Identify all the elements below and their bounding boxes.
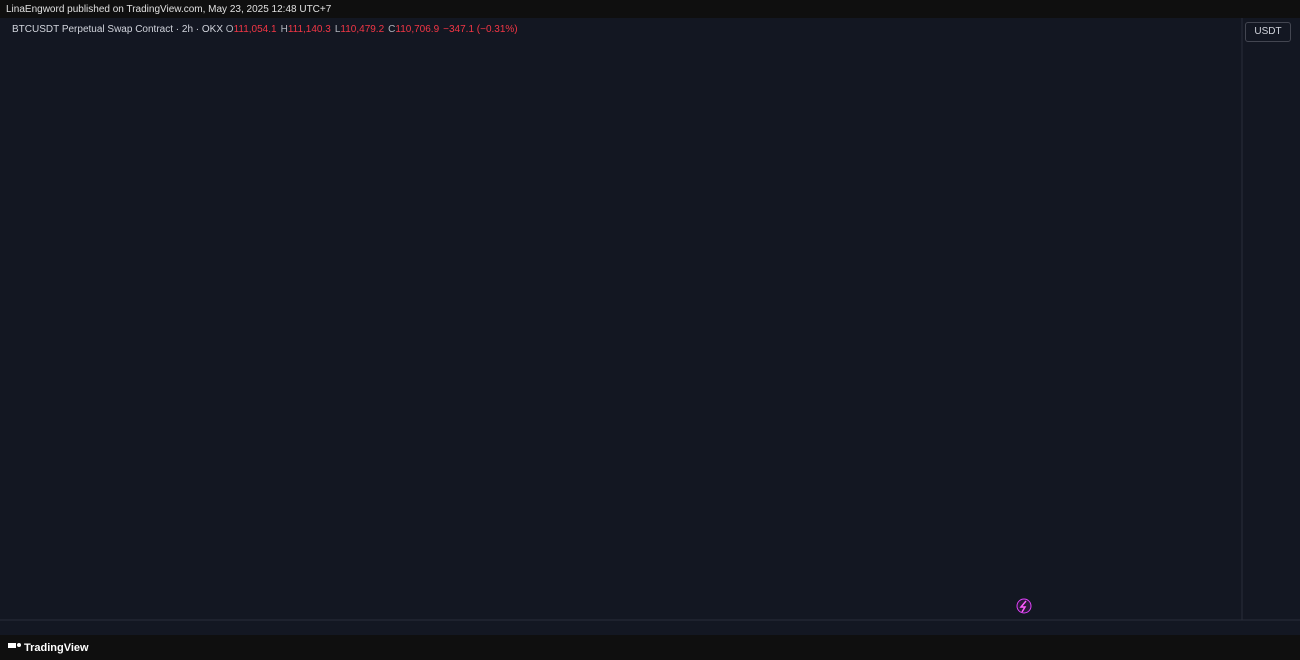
ohlc-value: 111,140.3 [287, 24, 331, 35]
brand: TradingView [24, 642, 89, 654]
ohlc: O111,054.1 H111,140.3 L110,479.2 C110,706.9 [226, 24, 443, 35]
plot-bg [0, 18, 1242, 635]
change: −347.1 (−0.31%) [443, 24, 518, 35]
ohlc-value: 111,054.1 [233, 24, 277, 35]
ohlc-value: 110,479.2 [340, 24, 385, 35]
footer-bg [0, 635, 1300, 660]
brand-logo [8, 643, 21, 648]
ohlc-key: O [225, 24, 234, 35]
price-axis-bg [1242, 18, 1300, 635]
symbol: BTCUSDT Perpetual Swap Contract · 2h · O… [12, 24, 224, 35]
publisher: LinaEngword published on TradingView.com… [6, 4, 332, 15]
alert-icon [1016, 598, 1032, 614]
ohlc-key: H [280, 24, 288, 35]
ohlc-key: L [334, 24, 341, 35]
ohlc-key: C [388, 24, 396, 35]
ohlc-value: 110,706.9 [395, 24, 440, 35]
legend: BTCUSDT Perpetual Swap Contract · 2h · O… [12, 24, 522, 35]
currency-button[interactable]: USDT [1245, 22, 1291, 42]
